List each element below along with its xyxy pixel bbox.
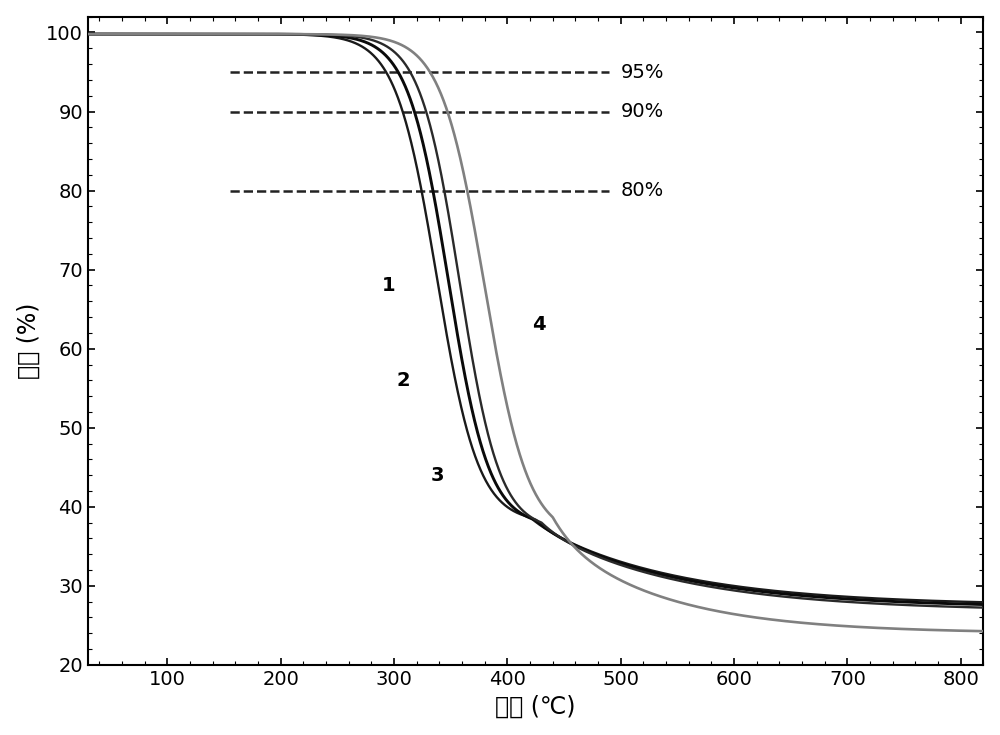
Text: 4: 4 bbox=[532, 315, 546, 334]
Text: 90%: 90% bbox=[621, 102, 664, 121]
Text: 80%: 80% bbox=[621, 181, 664, 200]
Text: 95%: 95% bbox=[621, 62, 664, 82]
Text: 3: 3 bbox=[430, 466, 444, 484]
X-axis label: 温度 (℃): 温度 (℃) bbox=[495, 695, 576, 718]
Y-axis label: 重量 (%): 重量 (%) bbox=[17, 303, 41, 379]
Text: 1: 1 bbox=[381, 276, 395, 295]
Text: 2: 2 bbox=[396, 371, 410, 390]
